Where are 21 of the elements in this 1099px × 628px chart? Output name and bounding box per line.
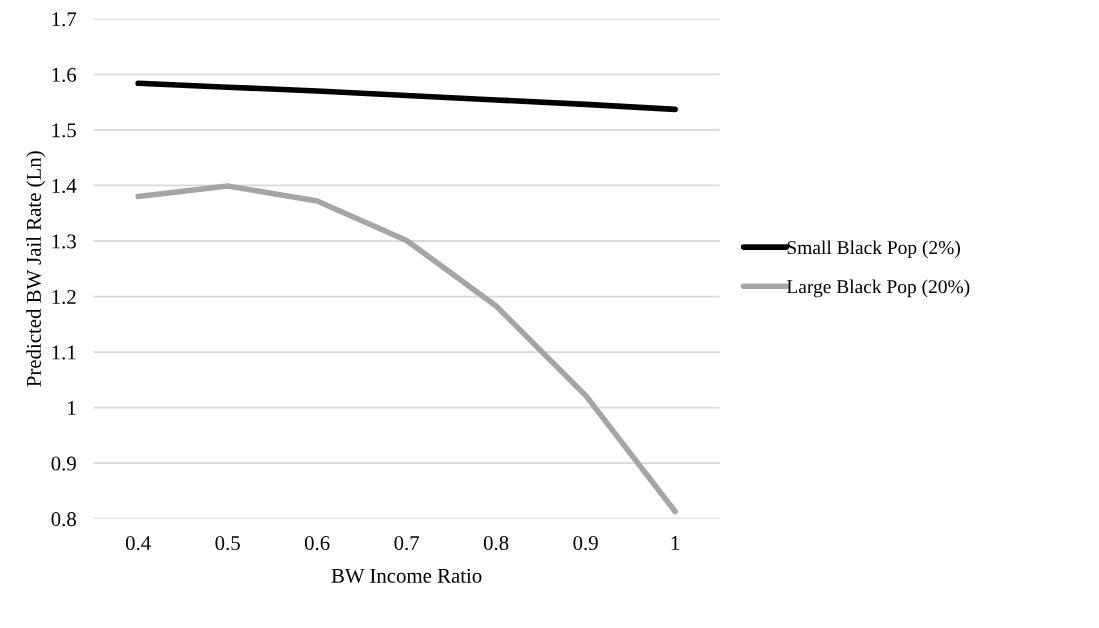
y-tick-label: 0.8 bbox=[51, 512, 76, 527]
x-tick-label: 0.8 bbox=[483, 536, 509, 551]
y-tick-label: 1.5 bbox=[52, 123, 76, 138]
x-tick-label: 0.5 bbox=[215, 536, 240, 551]
x-tick-label: 0.6 bbox=[304, 536, 330, 551]
y-tick-label: 1.2 bbox=[52, 289, 76, 305]
x-tick-label: 1 bbox=[671, 536, 680, 550]
y-axis-title: Predicted BW Jail Rate (Ln) bbox=[26, 151, 46, 387]
x-tick-label: 0.4 bbox=[125, 536, 151, 551]
x-axis-title: BW Income Ratio bbox=[331, 568, 482, 583]
x-tick-label: 0.7 bbox=[394, 536, 420, 551]
y-tick-label: 1.1 bbox=[52, 345, 76, 360]
y-tick-label: 1.6 bbox=[52, 67, 77, 82]
y-tick-label: 1 bbox=[68, 401, 76, 415]
legend-label: Large Black Pop (20%) bbox=[786, 279, 970, 298]
y-tick-label: 1.4 bbox=[52, 178, 77, 193]
legend-label: Small Black Pop (2%) bbox=[787, 240, 960, 259]
y-tick-label: 1.3 bbox=[52, 234, 76, 249]
y-tick-label: 0.9 bbox=[51, 456, 76, 471]
x-tick-label: 0.9 bbox=[573, 536, 598, 551]
y-tick-label: 1.7 bbox=[52, 12, 77, 27]
